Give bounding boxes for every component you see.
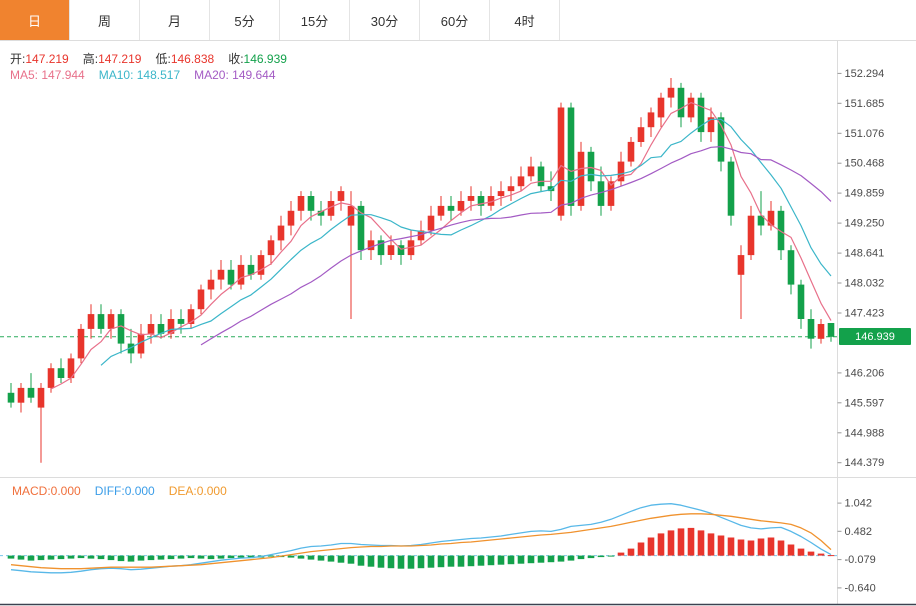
svg-text:152.294: 152.294 — [845, 68, 885, 80]
svg-text:1.042: 1.042 — [845, 498, 873, 510]
svg-text:145.597: 145.597 — [845, 397, 885, 409]
ma20-label: MA20: 149.644 — [194, 68, 276, 82]
svg-text:-0.079: -0.079 — [845, 554, 876, 566]
svg-text:146.206: 146.206 — [845, 367, 885, 379]
current-price-marker: 146.939 — [839, 328, 911, 346]
macd-value-label: MACD:0.000 — [12, 484, 81, 498]
timeframe-tabbar: 日 周 月 5分 15分 30分 60分 4时 — [0, 0, 916, 41]
ohlc-info: 开:147.219 高:147.219 低:146.838 收:146.939 — [10, 50, 287, 67]
svg-text:147.423: 147.423 — [845, 308, 885, 320]
svg-text:151.685: 151.685 — [845, 98, 885, 110]
ma5-label: MA5: 147.944 — [10, 68, 85, 82]
svg-text:148.641: 148.641 — [845, 248, 885, 260]
svg-text:144.988: 144.988 — [845, 427, 885, 439]
svg-text:144.379: 144.379 — [845, 457, 885, 469]
tab-month[interactable]: 月 — [140, 0, 210, 40]
tab-15min[interactable]: 15分 — [280, 0, 350, 40]
svg-text:-0.640: -0.640 — [845, 582, 876, 594]
svg-text:149.250: 149.250 — [845, 218, 885, 230]
svg-text:151.076: 151.076 — [845, 128, 885, 140]
ma10-label: MA10: 148.517 — [98, 68, 181, 82]
tab-week[interactable]: 周 — [70, 0, 140, 40]
diff-value-label: DIFF:0.000 — [94, 484, 155, 498]
svg-text:149.859: 149.859 — [845, 188, 885, 200]
svg-text:148.032: 148.032 — [845, 278, 885, 290]
ohlc-open: 开:147.219 — [10, 52, 69, 66]
tab-30min[interactable]: 30分 — [350, 0, 420, 40]
tab-day[interactable]: 日 — [0, 0, 70, 40]
dea-value-label: DEA:0.000 — [168, 484, 227, 498]
ohlc-close: 收:146.939 — [228, 52, 287, 66]
ma-legend: MA5: 147.944 MA10: 148.517 MA20: 149.644 — [10, 68, 276, 82]
macd-legend: MACD:0.000 DIFF:0.000 DEA:0.000 — [12, 484, 227, 498]
tab-60min[interactable]: 60分 — [420, 0, 490, 40]
tab-5min[interactable]: 5分 — [210, 0, 280, 40]
svg-text:150.468: 150.468 — [845, 158, 885, 170]
svg-text:0.482: 0.482 — [845, 526, 873, 538]
tab-4hour[interactable]: 4时 — [490, 0, 560, 40]
ohlc-high: 高:147.219 — [82, 52, 142, 66]
ohlc-low: 低:146.838 — [155, 52, 215, 66]
